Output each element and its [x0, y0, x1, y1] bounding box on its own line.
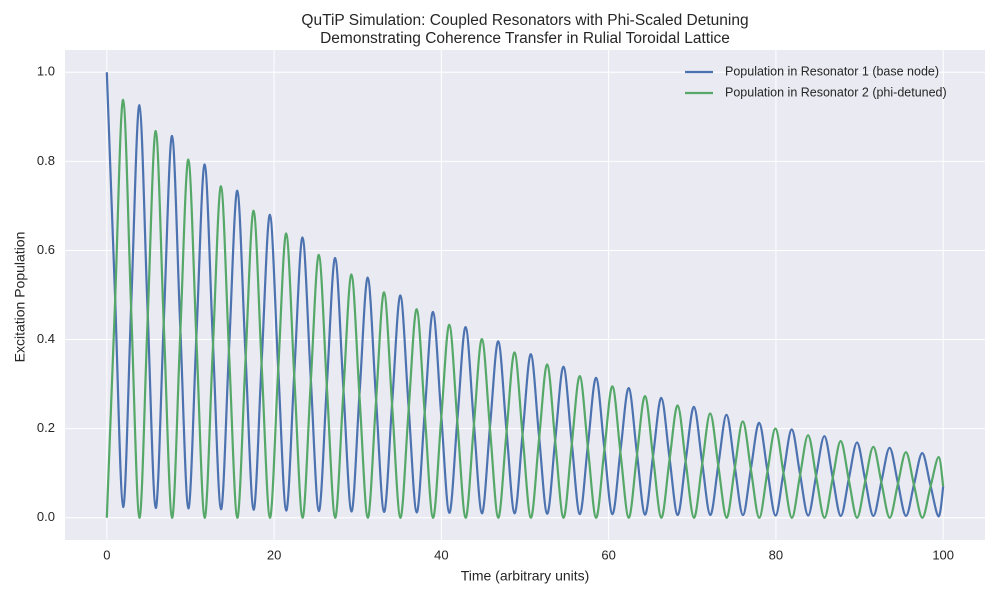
legend-label: Population in Resonator 1 (base node)	[725, 64, 939, 78]
x-tick-label: 100	[932, 547, 954, 562]
y-tick-label: 0.2	[37, 420, 55, 435]
x-tick-label: 0	[103, 547, 110, 562]
y-axis-label: Excitation Population	[12, 232, 28, 363]
x-tick-label: 20	[267, 547, 281, 562]
series-line	[105, 98, 945, 519]
x-tick-label: 80	[769, 547, 783, 562]
x-axis-label: Time (arbitrary units)	[461, 568, 590, 584]
y-tick-label: 0.6	[37, 242, 55, 257]
y-tick-label: 1.0	[37, 64, 55, 79]
x-tick-label: 40	[434, 547, 448, 562]
chart-subtitle: Demonstrating Coherence Transfer in Ruli…	[320, 30, 730, 47]
y-tick-label: 0.8	[37, 153, 55, 168]
y-tick-label: 0.0	[37, 509, 55, 524]
chart-title: QuTiP Simulation: Coupled Resonators wit…	[301, 12, 748, 29]
y-tick-label: 0.4	[37, 331, 55, 346]
legend-label: Population in Resonator 2 (phi-detuned)	[725, 85, 947, 99]
x-tick-label: 60	[601, 547, 615, 562]
